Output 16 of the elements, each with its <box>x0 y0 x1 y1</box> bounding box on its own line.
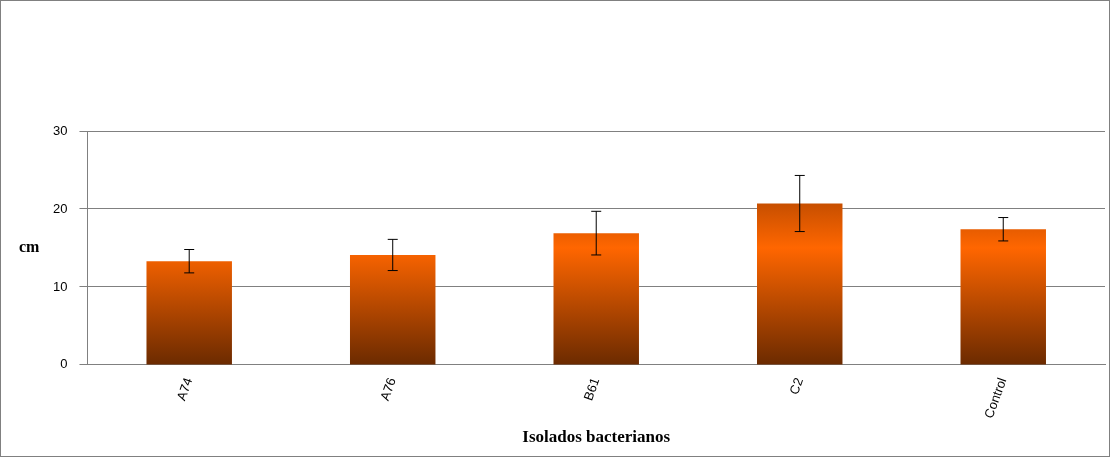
x-tick-label: A76 <box>376 375 399 403</box>
y-axis-title: cm <box>19 238 41 256</box>
y-tick-label: 10 <box>52 278 68 294</box>
x-tick-label: A74 <box>173 375 196 403</box>
bar <box>146 261 232 365</box>
y-tick-label: 0 <box>60 356 68 372</box>
bar <box>960 229 1046 365</box>
bar <box>757 203 843 365</box>
x-tick-label: C2 <box>786 375 806 397</box>
bar <box>349 254 436 365</box>
y-tick-label: 30 <box>52 122 68 138</box>
y-tick-label: 20 <box>52 200 68 216</box>
x-tick-label: Control <box>980 375 1010 421</box>
x-tick-label: B61 <box>580 375 603 403</box>
x-axis-title: Isolados bacterianos <box>522 427 671 447</box>
bar <box>553 233 639 365</box>
